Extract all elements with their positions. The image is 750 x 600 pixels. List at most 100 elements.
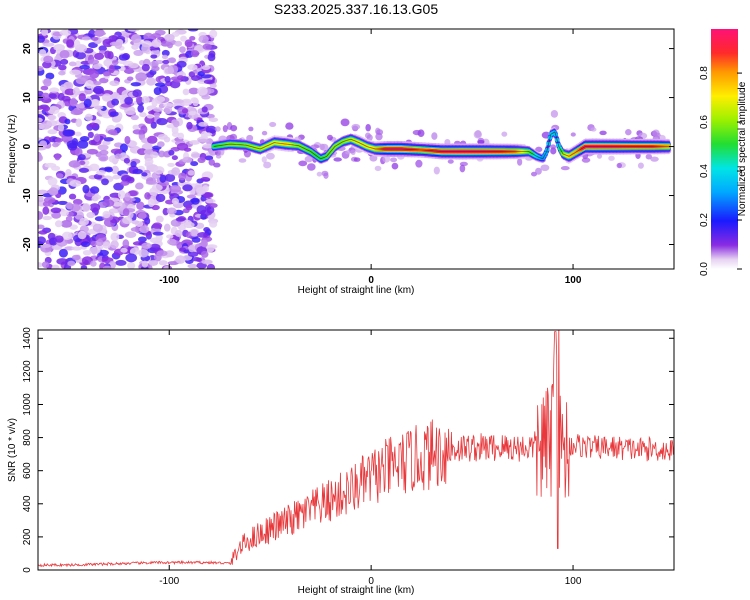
noise-blob bbox=[176, 60, 187, 68]
noise-blob bbox=[172, 99, 184, 104]
noise-blob bbox=[131, 220, 140, 225]
noise-blob bbox=[202, 192, 214, 199]
noise-blob bbox=[45, 72, 55, 80]
noise-blob bbox=[88, 122, 98, 128]
noise-blob bbox=[164, 250, 175, 258]
noise-blob bbox=[200, 209, 213, 216]
noise-blob bbox=[112, 174, 121, 180]
ridge-halo bbox=[501, 131, 508, 137]
noise-blob bbox=[166, 207, 177, 215]
noise-blob bbox=[126, 110, 136, 115]
noise-blob bbox=[48, 187, 59, 196]
colorbar-label: Normalized spectral amplitude bbox=[737, 81, 748, 216]
noise-blob bbox=[88, 139, 98, 146]
noise-blob bbox=[59, 84, 67, 92]
noise-blob bbox=[77, 103, 86, 109]
noise-blob bbox=[195, 257, 202, 262]
noise-blob bbox=[171, 155, 178, 161]
noise-blob bbox=[188, 244, 196, 253]
ridge-halo bbox=[391, 162, 399, 170]
noise-blob bbox=[124, 231, 137, 239]
noise-blob bbox=[65, 215, 73, 222]
noise-blob bbox=[196, 187, 206, 196]
noise-blob bbox=[86, 211, 96, 219]
noise-blob bbox=[78, 93, 86, 102]
snr-y-tick-label: 600 bbox=[22, 462, 33, 479]
noise-blob bbox=[38, 35, 45, 43]
noise-blob bbox=[201, 106, 208, 113]
noise-blob bbox=[125, 253, 138, 263]
ridge-halo bbox=[285, 122, 294, 130]
noise-blob bbox=[186, 194, 196, 199]
noise-blob bbox=[146, 77, 156, 86]
noise-blob bbox=[69, 69, 82, 76]
noise-blob bbox=[144, 192, 151, 200]
noise-blob bbox=[71, 254, 81, 261]
noise-blob bbox=[153, 166, 165, 175]
noise-blob bbox=[83, 98, 92, 108]
snr-x-tick-label: 0 bbox=[368, 576, 374, 587]
noise-blob bbox=[92, 63, 102, 70]
noise-blob bbox=[38, 211, 44, 220]
noise-blob bbox=[162, 59, 170, 65]
noise-blob bbox=[141, 260, 149, 268]
noise-blob bbox=[101, 178, 109, 186]
colorbar-tick-label: 0.6 bbox=[699, 115, 710, 129]
noise-blob bbox=[74, 131, 82, 137]
snr-y-tick-label: 800 bbox=[22, 429, 33, 446]
noise-blob bbox=[41, 261, 50, 268]
ridge-halo bbox=[390, 157, 398, 163]
noise-blob bbox=[126, 76, 134, 81]
ridge-halo bbox=[459, 164, 466, 173]
noise-blob bbox=[139, 225, 150, 234]
noise-blob bbox=[68, 160, 81, 168]
ridge-halo bbox=[412, 129, 422, 136]
noise-blob bbox=[182, 156, 193, 163]
ridge-halo bbox=[353, 157, 361, 162]
ridge-halo bbox=[550, 144, 557, 150]
noise-blob bbox=[132, 89, 142, 98]
noise-blob bbox=[152, 222, 163, 229]
noise-blob bbox=[175, 255, 186, 264]
noise-blob bbox=[90, 260, 97, 267]
noise-blob bbox=[182, 184, 193, 192]
noise-blob bbox=[190, 229, 199, 237]
ridge-halo bbox=[382, 155, 391, 163]
ridge-halo bbox=[261, 156, 267, 163]
colorbar-gradient bbox=[711, 29, 738, 269]
snr-y-tick-label: 1000 bbox=[22, 393, 33, 416]
noise-blob bbox=[81, 256, 93, 266]
noise-blob bbox=[152, 231, 164, 236]
ridge-halo bbox=[316, 171, 323, 177]
noise-blob bbox=[177, 132, 185, 140]
noise-blob bbox=[64, 118, 71, 125]
spectrogram-y-axis-label: Frequency (Hz) bbox=[7, 115, 18, 184]
noise-blob bbox=[141, 242, 152, 249]
noise-blob bbox=[39, 49, 47, 57]
noise-blob bbox=[69, 97, 78, 107]
noise-blob bbox=[151, 39, 162, 48]
noise-blob bbox=[47, 129, 58, 135]
noise-blob bbox=[197, 71, 205, 77]
noise-blob bbox=[54, 220, 63, 228]
noise-blob bbox=[54, 235, 64, 243]
noise-blob bbox=[47, 177, 58, 186]
ridge-halo bbox=[477, 139, 485, 145]
noise-blob bbox=[171, 167, 181, 176]
noise-blob bbox=[124, 135, 131, 145]
noise-blob bbox=[38, 195, 44, 203]
noise-blob bbox=[197, 86, 208, 96]
noise-blob bbox=[145, 180, 158, 185]
noise-blob bbox=[200, 177, 211, 182]
noise-blob bbox=[161, 54, 169, 60]
noise-blob bbox=[79, 64, 91, 70]
noise-blob bbox=[97, 144, 109, 151]
noise-blob bbox=[205, 125, 217, 134]
ridge-halo bbox=[415, 159, 423, 168]
ridge-halo bbox=[599, 130, 607, 136]
ridge-halo bbox=[447, 159, 454, 164]
noise-region bbox=[38, 29, 219, 269]
spectrogram-y-tick-label: -20 bbox=[22, 237, 33, 252]
noise-blob bbox=[69, 203, 81, 212]
